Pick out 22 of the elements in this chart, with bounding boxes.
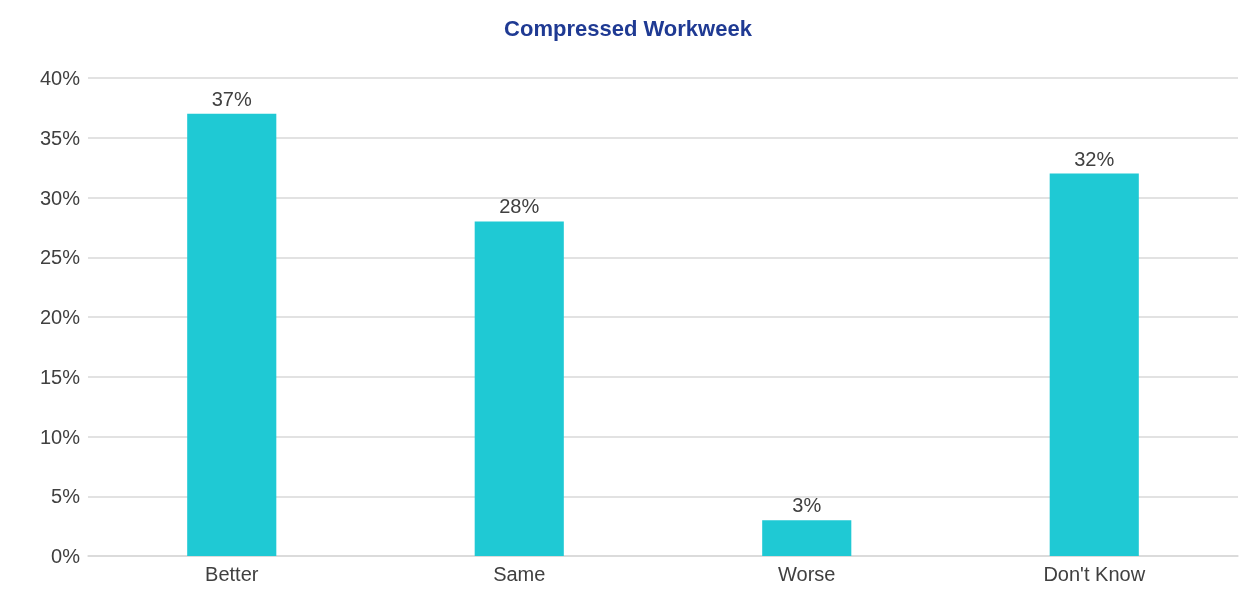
data-label: 32% — [1074, 147, 1115, 170]
y-tick-label: 20% — [39, 306, 81, 328]
y-tick-label: 25% — [39, 246, 81, 269]
y-tick-label: 10% — [39, 425, 81, 448]
chart-title: Compressed Workweek — [504, 15, 753, 41]
y-tick-label: 35% — [39, 126, 81, 149]
y-tick-label: 5% — [51, 485, 81, 508]
data-label: 3% — [792, 494, 822, 517]
x-tick-label: Don't Know — [1043, 563, 1146, 585]
data-label: 28% — [499, 195, 540, 218]
y-tick-label: 40% — [39, 67, 81, 89]
y-tick-label: 30% — [39, 186, 81, 209]
bar — [762, 520, 852, 556]
x-tick-label: Better — [205, 563, 259, 585]
bar — [474, 221, 564, 556]
bar — [1049, 173, 1139, 556]
y-tick-label: 0% — [51, 545, 81, 567]
x-tick-label: Worse — [778, 563, 836, 585]
bar — [187, 113, 277, 556]
x-tick-label: Same — [493, 563, 546, 585]
data-label: 37% — [211, 87, 252, 110]
y-tick-label: 15% — [39, 365, 81, 388]
